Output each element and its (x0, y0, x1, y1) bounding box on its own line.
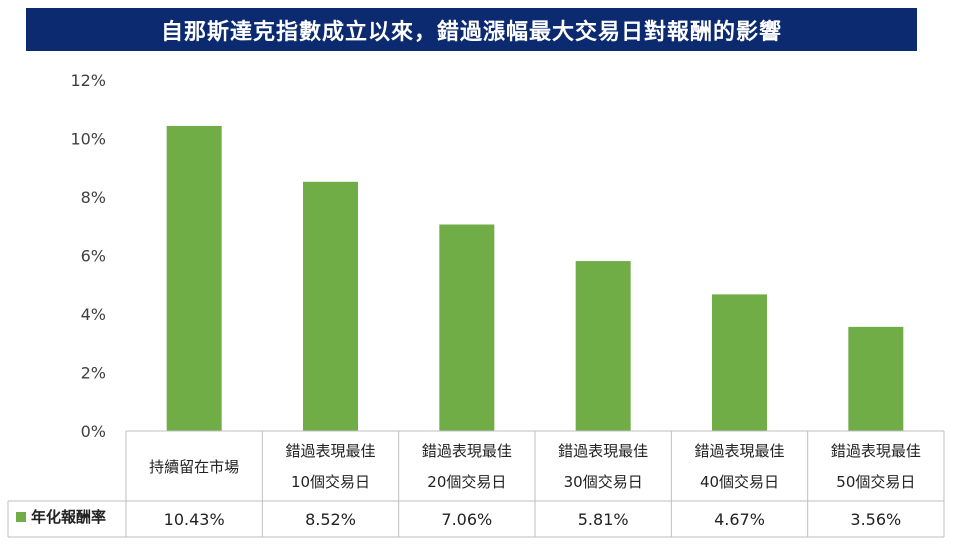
y-tick-label: 10% (70, 130, 106, 149)
category-label: 50個交易日 (836, 473, 915, 491)
category-label: 20個交易日 (427, 473, 506, 491)
category-label: 10個交易日 (291, 473, 370, 491)
legend-swatch (16, 512, 26, 522)
data-label: 10.43% (164, 510, 225, 529)
category-label: 持續留在市場 (149, 458, 239, 476)
bar (848, 326, 904, 431)
y-tick-label: 12% (70, 71, 106, 90)
category-label: 錯過表現最佳 (422, 442, 512, 460)
data-label: 3.56% (850, 510, 901, 529)
chart-title: 自那斯達克指數成立以來，錯過漲幅最大交易日對報酬的影響 (26, 8, 917, 51)
bar (303, 181, 358, 431)
category-label: 錯過表現最佳 (831, 442, 921, 460)
y-tick-label: 0% (81, 422, 106, 441)
category-label: 錯過表現最佳 (285, 442, 375, 460)
y-tick-label: 6% (81, 247, 106, 266)
data-label: 7.06% (441, 510, 492, 529)
legend-label: 年化報酬率 (31, 508, 106, 526)
bar (439, 224, 495, 431)
y-tick-label: 8% (81, 188, 106, 207)
data-label: 5.81% (578, 510, 629, 529)
bar (712, 294, 767, 431)
category-label: 錯過表現最佳 (694, 442, 784, 460)
data-label: 8.52% (305, 510, 356, 529)
category-label: 錯過表現最佳 (558, 442, 648, 460)
category-label: 40個交易日 (700, 473, 779, 491)
bar (166, 125, 222, 432)
bar (575, 261, 631, 431)
data-label: 4.67% (714, 510, 765, 529)
y-tick-label: 2% (81, 364, 106, 383)
category-label: 30個交易日 (564, 473, 643, 491)
y-tick-label: 4% (81, 305, 106, 324)
